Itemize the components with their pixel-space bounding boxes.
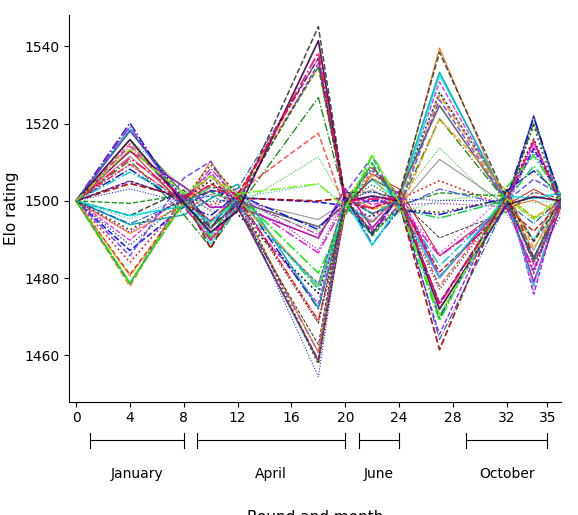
Text: April: April [255,468,287,482]
Y-axis label: Elo rating: Elo rating [4,172,19,245]
Text: Round and month: Round and month [247,510,383,515]
Text: October: October [479,468,535,482]
Text: January: January [110,468,163,482]
Text: June: June [364,468,394,482]
